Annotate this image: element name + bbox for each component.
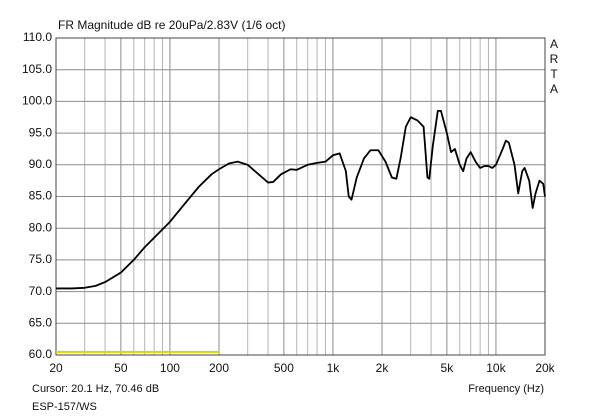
y-tick-label: 105.0 (22, 62, 52, 76)
watermark-letter: A (550, 82, 558, 96)
x-tick-label: 2k (376, 361, 390, 375)
y-tick-label: 65.0 (29, 315, 53, 329)
cursor-readout: Cursor: 20.1 Hz, 70.46 dB (32, 383, 159, 395)
watermark-letter: R (550, 52, 559, 66)
y-tick-label: 75.0 (29, 252, 53, 266)
x-tick-label: 200 (209, 361, 229, 375)
x-tick-label: 20k (535, 361, 555, 375)
x-tick-label: 5k (441, 361, 455, 375)
footer-text: ESP-157/WS (32, 401, 97, 413)
x-tick-label: 1k (327, 361, 341, 375)
x-tick-label: 500 (274, 361, 294, 375)
series-line (56, 110, 546, 290)
y-tick-label: 90.0 (29, 157, 53, 171)
y-tick-label: 95.0 (29, 125, 53, 139)
x-tick-label: 50 (114, 361, 128, 375)
watermark-letter: T (550, 67, 558, 81)
y-tick-label: 60.0 (29, 347, 53, 361)
y-tick-label: 110.0 (23, 30, 52, 44)
y-tick-label: 100.0 (22, 94, 52, 108)
x-tick-label: 20 (49, 361, 63, 375)
chart-title: FR Magnitude dB re 20uPa/2.83V (1/6 oct) (58, 18, 285, 32)
y-tick-label: 80.0 (29, 220, 53, 234)
x-tick-label: 10k (486, 361, 506, 375)
x-axis-label: Frequency (Hz) (468, 383, 544, 395)
watermark-letter: A (550, 37, 558, 51)
y-tick-label: 85.0 (29, 189, 53, 203)
x-tick-label: 100 (160, 361, 180, 375)
y-tick-label: 70.0 (29, 284, 53, 298)
